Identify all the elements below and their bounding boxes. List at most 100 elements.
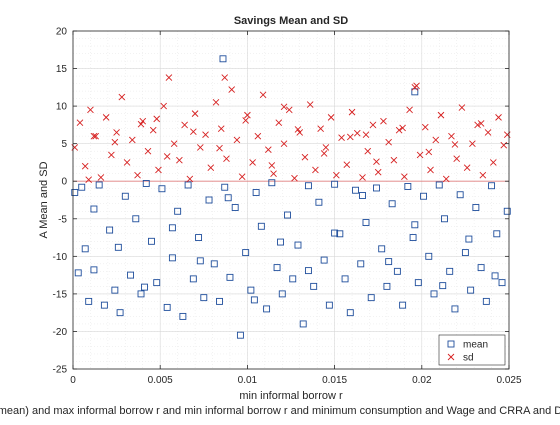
y-tick-label: -15 [53,289,68,300]
mean-point [90,266,98,274]
sd-point [137,120,145,128]
sd-point [223,155,230,163]
sd-point-stroke-b [312,166,319,174]
mean-point [210,260,218,268]
sd-point-stroke-b [144,147,152,155]
sd-point [238,173,246,181]
mean-point [482,297,490,305]
mean-point [226,273,234,281]
sd-point [85,176,93,184]
sd-point [495,114,502,121]
mean-point [263,305,271,313]
sd-point-stroke-b [401,173,408,181]
x-axis-ticks: 0 0.005 0.01 0.015 0.02 0.025 [70,31,522,386]
mean-point [451,305,459,313]
y-tick-label: 10 [56,102,68,113]
mean-point [439,282,447,290]
sd-point-stroke-b [238,173,246,181]
mean-point [231,204,239,211]
sd-point-stroke-b [453,155,460,163]
sd-point [413,82,420,90]
sd-point-stroke-b [353,129,361,137]
mean-point [488,182,496,190]
sd-point-stroke-b [268,162,276,169]
legend-sd-label: sd [463,353,474,364]
sd-point-stroke-b [113,129,120,136]
sd-point [186,175,194,183]
mean-point [278,290,286,298]
mean-point [195,234,203,242]
plot-area [73,31,509,369]
sd-point [190,128,197,135]
mean-point [331,229,339,237]
sd-point [294,126,302,133]
mean-point [383,282,391,290]
mean-point [174,207,182,215]
sd-point [202,131,209,138]
mean-point [289,275,297,283]
mean-point [498,279,506,287]
sd-point-stroke-b [92,132,99,140]
sd-point-stroke-b [451,141,459,148]
sd-point [176,156,183,164]
mean-point [268,179,276,187]
sd-point [479,171,487,179]
y-tick-label: -10 [53,252,68,263]
sd-point [196,144,204,151]
mean-point [116,309,124,317]
y-axis-ticks: -25 -20 -15 -10 -5 0 5 10 15 20 [53,27,509,376]
sd-point [139,117,147,125]
sd-point [401,173,408,181]
sd-point-stroke-b [333,171,340,179]
sd-point-stroke-b [265,146,272,153]
sd-point-stroke-b [500,141,508,149]
sd-point-stroke-b [285,106,293,114]
mean-point [121,192,129,200]
mean-point [142,180,150,187]
sd-point [270,170,277,178]
sd-point [416,151,424,159]
sd-point-stroke-b [327,114,335,121]
mean-point [127,271,135,279]
mean-point [336,230,344,238]
mean-point [242,249,250,257]
sd-point [364,147,372,155]
sd-point [153,115,161,123]
mean-point [196,257,204,265]
mean-point [247,286,255,294]
mean-point [74,269,82,277]
mean-point [221,183,229,191]
y-tick-label: -20 [53,327,68,338]
sd-point-stroke-b [186,175,194,183]
mean-series [71,55,511,339]
mean-point [315,198,323,206]
mean-point [357,260,365,268]
sd-point-stroke-b [270,170,277,178]
sd-point [421,123,429,131]
mean-point [477,264,485,272]
mean-point [341,275,349,283]
sd-point-stroke-b [85,176,93,184]
mean-point [378,245,386,253]
sd-point-stroke-b [495,114,502,121]
mean-point [411,88,419,96]
sd-point-stroke-b [421,123,429,131]
mean-point [465,235,473,243]
sd-point-stroke-b [160,102,168,110]
sd-series [71,74,511,184]
legend: mean sd [438,334,506,366]
mean-point [346,309,354,317]
sd-point [453,155,460,163]
sd-point-stroke-b [97,174,105,181]
sd-point-stroke-b [395,126,403,134]
sd-point-stroke-b [416,151,424,159]
sd-point-stroke-b [221,74,229,81]
sd-point [427,166,434,174]
sd-point [327,114,335,121]
sd-point-stroke-b [280,103,288,111]
x-tick-label: 0.015 [322,375,347,386]
sd-point-stroke-b [469,140,476,147]
sd-point [306,101,314,108]
sd-point [390,156,398,164]
sd-point [474,121,481,129]
